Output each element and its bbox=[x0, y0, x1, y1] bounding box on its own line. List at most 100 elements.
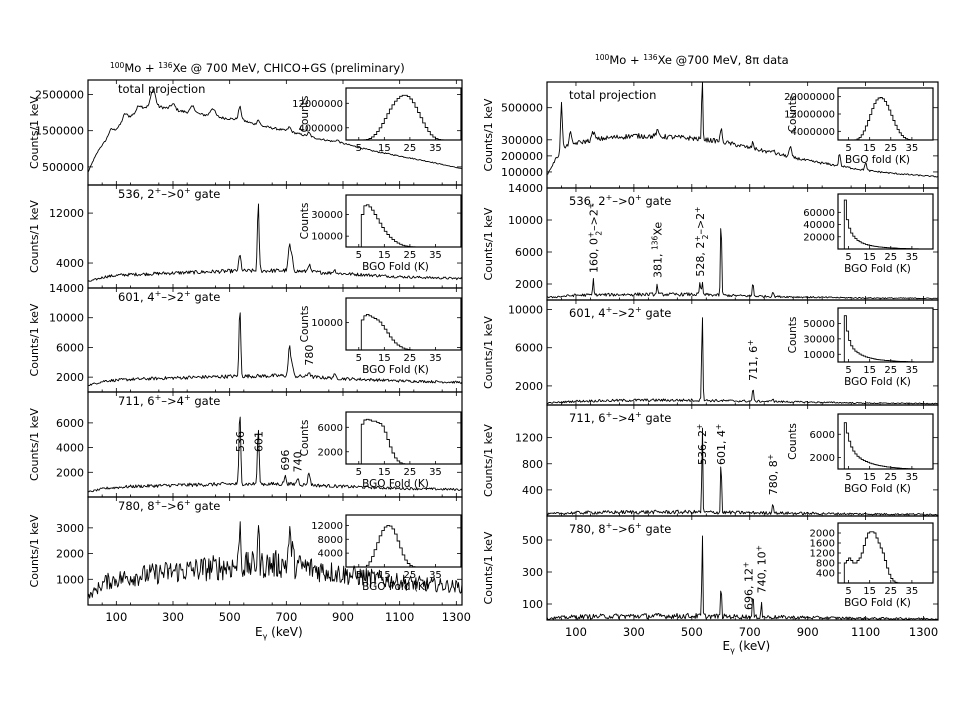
x-tick-label: 300 bbox=[623, 625, 645, 639]
inset-x-tick-label: 25 bbox=[884, 586, 897, 597]
peak-text: 381, bbox=[651, 250, 664, 278]
y-tick-label: 3000 bbox=[56, 522, 84, 535]
inset-frame bbox=[837, 87, 934, 141]
peak-label: 381, 136Xe bbox=[650, 222, 664, 278]
x-label-unit: (keV) bbox=[735, 639, 770, 653]
label-energy: 601, 4 bbox=[569, 306, 606, 320]
inset-y-tick-label: 30000 bbox=[311, 210, 343, 221]
label-sup: + bbox=[155, 186, 162, 195]
peak-sup: + bbox=[586, 232, 595, 238]
inset-x-label: BGO Fold (K) bbox=[844, 376, 911, 388]
x-tick-label: 500 bbox=[219, 610, 241, 624]
label-arrow: –>2 bbox=[612, 306, 635, 320]
y-tick-label: 6000 bbox=[515, 246, 543, 259]
spectrum-line bbox=[546, 81, 939, 178]
spectrum-line bbox=[546, 228, 938, 300]
inset-x-tick-label: 25 bbox=[404, 467, 417, 478]
peak-arrow: –>2 bbox=[587, 209, 600, 231]
inset-frame bbox=[345, 87, 462, 141]
peak-text: 160, 0 bbox=[587, 238, 600, 273]
peak-nucleus: Xe bbox=[651, 222, 664, 236]
y-axis-label: Counts/1 keV bbox=[28, 514, 41, 587]
inset: 5 15 25 35 2000 6000 BGO Fold (K) Counts bbox=[299, 411, 462, 490]
title-mass-2: 136 bbox=[643, 53, 658, 62]
peak-text: 601, 4 bbox=[715, 430, 728, 465]
label-sup: + bbox=[635, 305, 642, 314]
label-arrow: –>4 bbox=[161, 394, 184, 408]
label-gate: gate bbox=[191, 499, 221, 513]
peak-mass: 136 bbox=[650, 235, 659, 250]
panel-1: 100000 200000 300000 500000 Counts/1 keV tota… bbox=[482, 81, 939, 189]
inset-x-tick-label: 5 bbox=[356, 143, 362, 154]
spectrum-line bbox=[546, 535, 939, 621]
inset-x-tick-label: 15 bbox=[863, 252, 876, 263]
panel-frame bbox=[546, 187, 939, 301]
panel-label: total projection bbox=[118, 82, 205, 96]
inset-x-label: BGO Fold (K) bbox=[844, 263, 911, 275]
spectrum-line bbox=[87, 88, 463, 173]
title-nucleus-1: Mo + bbox=[609, 53, 643, 67]
peak-label: 696, 12+ bbox=[742, 562, 756, 610]
inset-x-tick-label: 35 bbox=[906, 252, 919, 263]
x-label-unit: (keV) bbox=[267, 625, 302, 639]
label-sup: + bbox=[606, 410, 613, 419]
spectrum-line bbox=[87, 203, 463, 282]
inset-x-tick-label: 35 bbox=[429, 143, 442, 154]
y-tick-label: 1500000 bbox=[35, 125, 84, 138]
inset-x-tick-label: 5 bbox=[356, 467, 362, 478]
label-arrow: –>6 bbox=[161, 499, 184, 513]
inset-frame bbox=[837, 522, 934, 584]
inset-x-tick-label: 5 bbox=[845, 365, 851, 376]
peak-sup: + bbox=[742, 562, 751, 568]
inset-x-tick-label: 5 bbox=[845, 252, 851, 263]
peak-text: 711, 6 bbox=[747, 346, 760, 381]
label-sup: + bbox=[184, 393, 191, 402]
y-axis-label: Counts/1 keV bbox=[28, 96, 41, 169]
y-tick-label: 6000 bbox=[56, 341, 84, 354]
inset-frame bbox=[837, 413, 934, 470]
inset-y-label: Counts bbox=[299, 203, 311, 240]
panel-label: 536, 2+–>0+ gate bbox=[569, 193, 671, 208]
peak-text: 696, 12 bbox=[743, 568, 756, 610]
title-nucleus-1: Mo + bbox=[124, 61, 158, 75]
peak-text: 601 bbox=[252, 431, 265, 452]
peak-label: 780 bbox=[303, 345, 316, 366]
x-tick-label: 900 bbox=[797, 625, 819, 639]
x-label-e: E bbox=[255, 625, 263, 639]
label-gate: gate bbox=[642, 522, 672, 536]
x-tick-label: 100 bbox=[565, 625, 587, 639]
label-sup: + bbox=[635, 410, 642, 419]
label-gate: gate bbox=[642, 194, 672, 208]
inset-x-label: BGO Fold (K) bbox=[362, 261, 429, 273]
inset-frame bbox=[345, 194, 462, 248]
y-tick-label: 2000 bbox=[515, 380, 543, 393]
inset-y-tick-label: 2000 bbox=[810, 453, 835, 464]
inset-y-tick-label: 6000 bbox=[318, 423, 343, 434]
inset-x-label: BGO Fold (K) bbox=[844, 483, 911, 495]
y-tick-label: 2000 bbox=[515, 278, 543, 291]
label-energy: 711, 6 bbox=[569, 411, 606, 425]
peak-label: 780, 8+ bbox=[766, 454, 780, 495]
peak-label: 536 bbox=[234, 431, 247, 452]
y-axis-label: Counts/1 keV bbox=[482, 424, 495, 497]
x-tick-label: 1300 bbox=[442, 610, 471, 624]
inset-x-tick-label: 35 bbox=[429, 570, 442, 581]
inset-x-tick-label: 15 bbox=[863, 143, 876, 154]
label-arrow: –>0 bbox=[161, 187, 184, 201]
inset-x-tick-label: 35 bbox=[429, 467, 442, 478]
inset-histogram bbox=[838, 422, 933, 470]
label-sup: + bbox=[606, 521, 613, 530]
inset-x-tick-label: 25 bbox=[884, 365, 897, 376]
peak-sup: + bbox=[766, 454, 775, 460]
title-mass-1: 100 bbox=[110, 61, 125, 70]
peak-label: 601 bbox=[252, 431, 265, 452]
inset-y-tick-label: 800 bbox=[816, 559, 835, 570]
inset: 5 15 25 35 10000 30000 BGO Fold (K) Counts bbox=[299, 194, 462, 273]
y-tick-label: 1200 bbox=[515, 432, 543, 445]
inset-histogram bbox=[838, 97, 933, 141]
peak-sub: 2 bbox=[701, 234, 710, 239]
